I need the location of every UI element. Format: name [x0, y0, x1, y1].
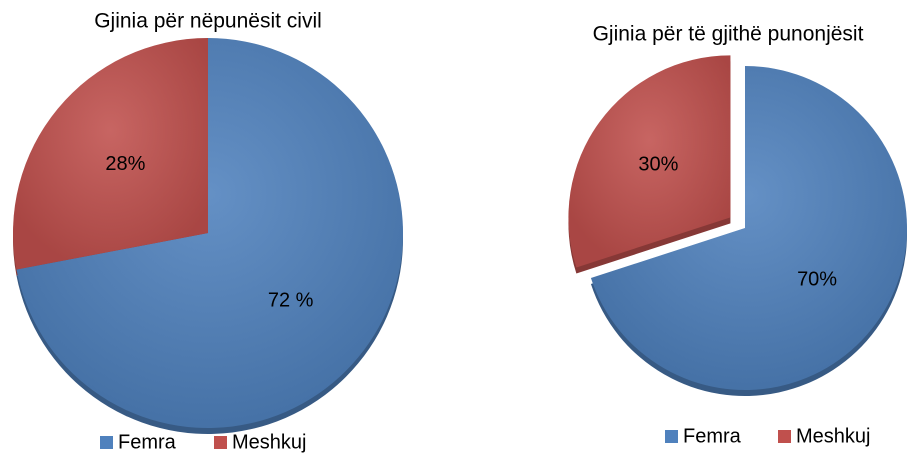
data-label: 30%	[638, 153, 678, 175]
legend-swatch	[778, 430, 791, 443]
legend-label: Meshkuj	[232, 431, 306, 453]
data-label: 72 %	[268, 290, 314, 312]
pie-shade	[568, 55, 731, 268]
pie-shade	[16, 38, 404, 428]
legend-swatch	[214, 436, 227, 449]
data-label: 28%	[105, 153, 145, 175]
legend-label: Femra	[683, 425, 742, 447]
legend-label: Femra	[118, 431, 177, 453]
data-label: 70%	[797, 269, 837, 291]
chart-title: Gjinia për nëpunësit civil	[94, 10, 322, 33]
pie-shade	[590, 66, 907, 390]
pie-shade	[12, 38, 209, 270]
legend-swatch	[665, 430, 678, 443]
legend-swatch	[100, 436, 113, 449]
chart-title: Gjinia për të gjithë punonjësit	[593, 23, 864, 46]
legend-label: Meshkuj	[796, 425, 870, 447]
